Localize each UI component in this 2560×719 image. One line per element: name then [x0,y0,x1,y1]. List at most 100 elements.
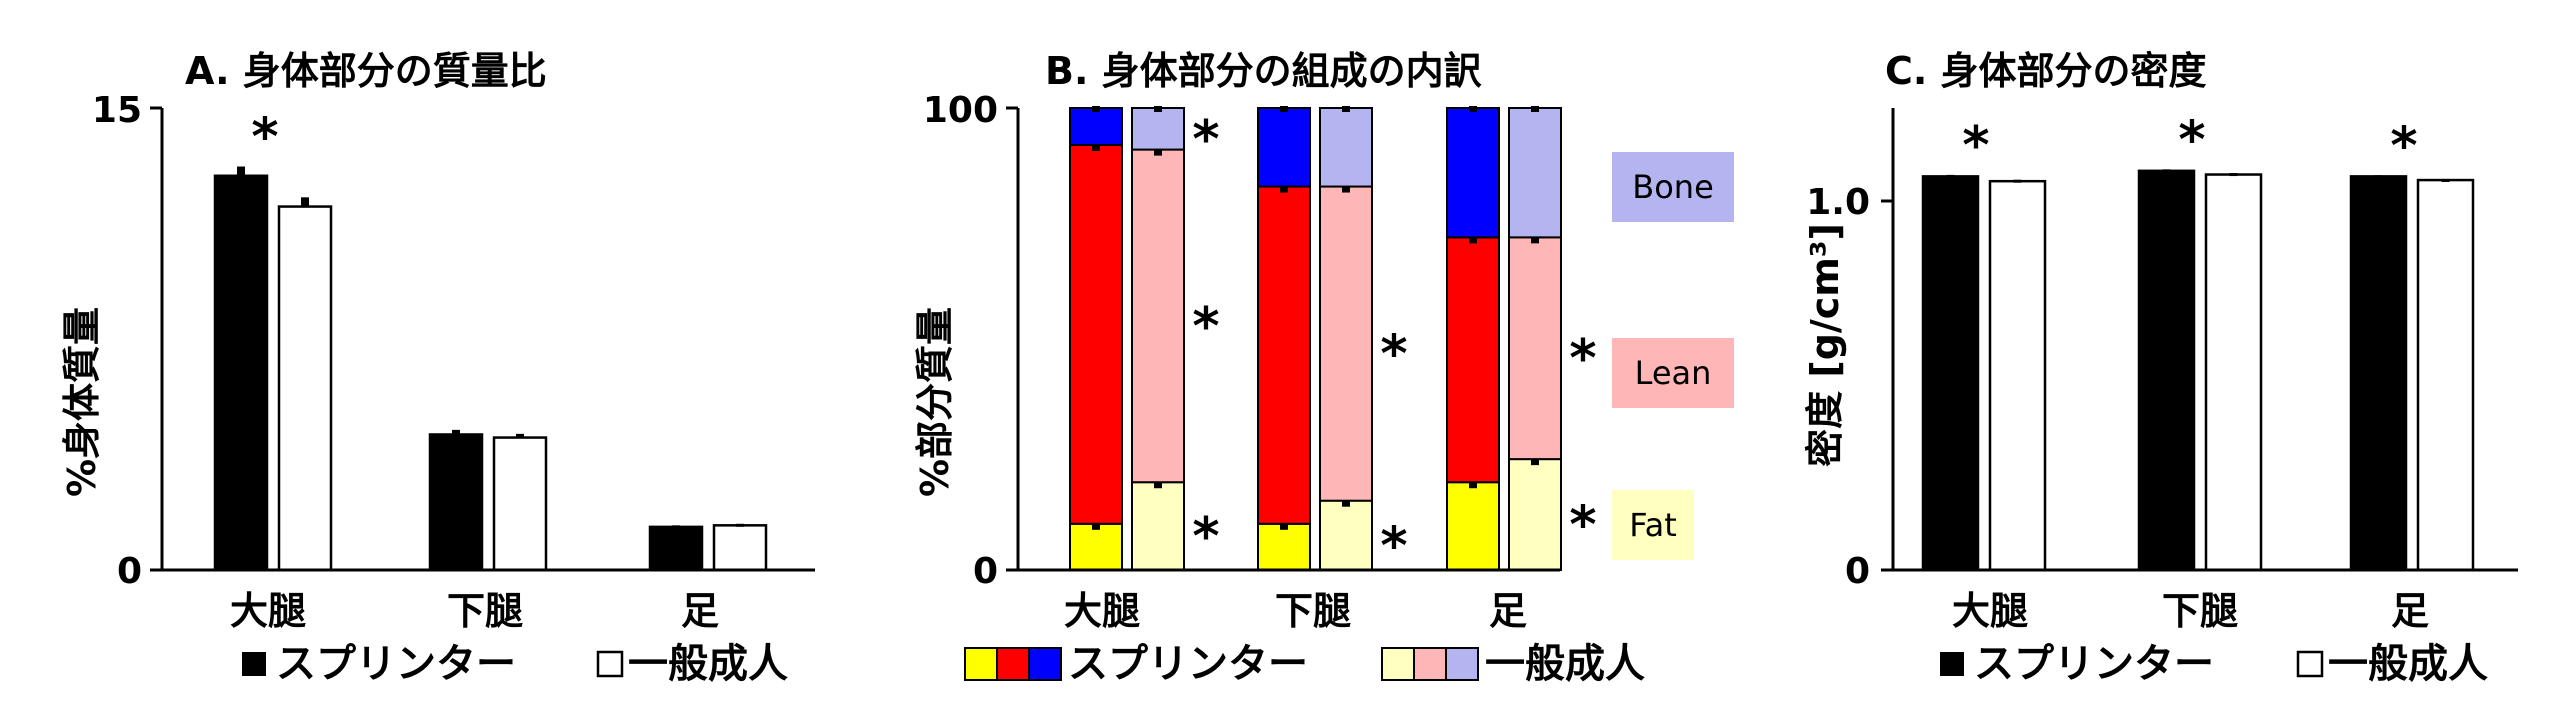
error-bar-sprinter-0 [237,166,245,176]
segment-bone-sprinter-2 [1446,107,1500,239]
error-bar-general-0 [2013,179,2022,183]
error-bar-sprinter-2 [672,525,680,529]
panel-b-bars: * * * * * * * [1069,106,1597,576]
panel-c-density: C. 身体部分の密度 密度 [g/cm³] * * * 1.0 0 大腿 下腿 足 … [1803,49,2518,687]
error-bar-general-2 [2441,178,2450,182]
legend-a-general-swatch [596,650,624,678]
error-bar-sprinter-0 [1946,174,1955,178]
bar-sprinter-0 [1921,175,1980,572]
significance-star-fat-2: * [1569,496,1596,556]
error-bar-sprinter-1 [2162,169,2171,173]
panel-c-ytick-label-0: 0 [1845,551,1870,592]
panel-a-title: A. 身体部分の質量比 [185,49,547,93]
error-bar-general-1 [2229,173,2238,177]
panel-b-composition: B. 身体部分の組成の内訳 %部分質量 ******* 100 0 大腿 下腿 … [913,49,1734,687]
error-bar-sprinter-1 [452,429,460,435]
segment-fat-general-2 [1508,458,1562,571]
error-bar-top-sprinter-2 [1469,106,1477,112]
legend-b-sprinter-lean-swatch [996,647,1030,681]
legend-a-general-label: 一般成人 [628,641,788,687]
panel-c-cat-foot: 足 [2391,589,2429,633]
significance-star-1: * [2178,110,2205,170]
segment-fat-general-0 [1131,481,1185,571]
significance-star-2: * [2390,116,2417,176]
legend-c-general-swatch [2296,650,2324,678]
legend-a-sprinter-label: スプリンター [276,641,516,687]
panel-b-ytick-label-100: 100 [923,90,998,131]
panel-c-cat-shank: 下腿 [2162,589,2238,633]
bone-label: Bone [1632,168,1714,206]
bar-general-1 [2204,173,2263,572]
segment-fat-sprinter-2 [1446,481,1500,571]
panel-c-ylabel: 密度 [g/cm³] [1803,223,1847,467]
panel-a-mass-ratio: A. 身体部分の質量比 %身体質量 * 15 0 大腿 下腿 足 スプリンター … [60,49,815,687]
legend-b-general-fat-swatch [1381,647,1415,681]
segment-bone-general-1 [1319,107,1373,188]
panel-c-cat-thigh: 大腿 [1952,589,2028,633]
panel-b-title: B. 身体部分の組成の内訳 [1045,49,1482,93]
bar-sprinter-2 [648,525,704,572]
panel-c-title: C. 身体部分の密度 [1885,49,2207,93]
error-bar-top-general-0 [1154,106,1162,112]
significance-star-fat-1: * [1380,516,1407,576]
panel-c-bars: * * * [1921,110,2475,572]
bar-sprinter-1 [2137,169,2196,572]
segment-fat-sprinter-0 [1069,522,1123,571]
legend-a-sprinter-swatch [242,652,266,676]
significance-star-lean-2: * [1569,329,1596,389]
panel-b-ylabel: %部分質量 [913,307,957,497]
bone-label-box [1612,152,1734,222]
error-bar-top-general-2 [1531,106,1539,112]
panel-b-cat-foot: 足 [1489,589,1527,633]
legend-b-general-lean-swatch [1413,647,1447,681]
segment-fat-general-1 [1319,499,1373,572]
segment-lean-general-2 [1508,236,1562,461]
significance-star-0: * [1962,116,1989,176]
segment-bone-general-2 [1508,107,1562,239]
fat-label: Fat [1629,506,1677,544]
segment-lean-sprinter-2 [1446,236,1500,484]
lean-label: Lean [1635,354,1712,392]
bar-general-0 [277,205,333,572]
error-bar-general-1 [516,433,524,438]
lean-label-box [1612,338,1734,408]
bar-general-0 [1988,179,2047,572]
legend-b-sprinter-label: スプリンター [1068,641,1308,687]
panel-a-ytick-label-0: 0 [117,551,142,592]
bar-general-2 [2416,178,2475,572]
bar-general-2 [712,524,768,572]
panel-b-ytick-label-0: 0 [973,551,998,592]
panel-c-ytick-label-1: 1.0 [1806,182,1870,223]
significance-star-fat-0: * [1192,507,1219,567]
panel-a-cat-shank: 下腿 [447,589,523,633]
bar-sprinter-2 [2349,175,2408,572]
bar-sprinter-0 [213,174,269,572]
error-bar-top-general-1 [1342,106,1350,112]
panel-a-cat-foot: 足 [681,589,719,633]
error-bar-top-sprinter-1 [1280,106,1288,112]
legend-c-general-label: 一般成人 [2328,641,2488,687]
legend-c-sprinter-label: スプリンター [1974,641,2214,687]
fat-label-box [1612,490,1694,560]
panel-a-ytick-label-15: 15 [92,90,142,131]
panel-a-ylabel: %身体質量 [60,307,104,497]
legend-b-sprinter-fat-swatch [964,647,998,681]
legend-b-general-bone-swatch [1445,647,1479,681]
segment-bone-sprinter-1 [1257,107,1311,188]
legend-c-sprinter-swatch [1940,652,1964,676]
legend-b-general-label: 一般成人 [1485,641,1645,687]
error-bar-general-2 [736,523,744,527]
panel-a-bars: * [213,108,768,572]
panel-b-cat-shank: 下腿 [1275,589,1351,633]
bar-general-1 [492,436,548,572]
significance-star-bone-0: * [1192,110,1219,170]
segment-bone-sprinter-0 [1069,107,1123,146]
bar-sprinter-1 [428,433,484,572]
significance-star-0: * [251,108,278,168]
segment-bone-general-0 [1131,107,1185,151]
panel-a-cat-thigh: 大腿 [230,589,306,633]
segment-lean-sprinter-0 [1069,143,1123,525]
legend-b-sprinter-bone-swatch [1028,647,1062,681]
segment-lean-general-1 [1319,185,1373,502]
segment-lean-sprinter-1 [1257,185,1311,525]
